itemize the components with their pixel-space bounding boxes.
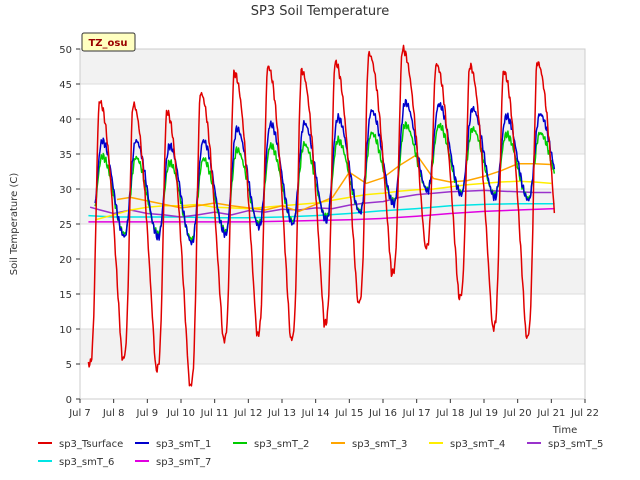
plot-band (80, 329, 585, 364)
x-tick-label: Jul 9 (136, 408, 159, 419)
x-tick-label: Jul 13 (267, 408, 296, 419)
y-tick-label: 50 (59, 45, 72, 56)
legend-label: sp3_smT_5 (548, 439, 603, 450)
x-tick-label: Jul 15 (334, 408, 363, 419)
legend-label: sp3_smT_3 (352, 439, 407, 450)
legend-label: sp3_Tsurface (59, 439, 123, 450)
legend-label: sp3_smT_2 (254, 439, 309, 450)
y-tick-label: 35 (59, 150, 72, 161)
y-tick-label: 10 (59, 325, 72, 336)
x-tick-label: Jul 7 (68, 408, 91, 419)
x-tick-label: Jul 20 (503, 408, 532, 419)
x-tick-label: Jul 12 (233, 408, 262, 419)
series-line-sp3_Tsurface (87, 44, 556, 387)
legend-item-sp3_smT_3: sp3_smT_3 (331, 439, 407, 450)
x-tick-label: Jul 16 (368, 408, 397, 419)
legend-label: sp3_smT_6 (59, 457, 114, 468)
series-line-sp3_smT_5 (89, 189, 552, 218)
tz-badge-label: TZ_osu (88, 38, 127, 49)
x-tick-label: Jul 19 (469, 408, 498, 419)
x-tick-label: Jul 14 (301, 408, 330, 419)
series-layer (87, 44, 556, 387)
legend-item-sp3_smT_7: sp3_smT_7 (135, 457, 211, 468)
x-tick-label: Jul 18 (435, 408, 464, 419)
series-line-sp3_smT_7 (88, 207, 555, 223)
plot-band (80, 49, 585, 84)
tz-badge-box (81, 32, 136, 52)
y-tick-label: 45 (59, 80, 72, 91)
x-tick-label: Jul 17 (402, 408, 431, 419)
x-tick-label: Jul 8 (102, 408, 125, 419)
y-tick-label: 30 (59, 185, 72, 196)
x-tick-label: Jul 10 (166, 408, 195, 419)
x-axis-label: Time (552, 425, 577, 436)
x-axis-ticks: Jul 7 Jul 8 Jul 9 Jul 10 Jul 11 Jul 12 Jul 13 J… (68, 399, 599, 419)
legend-label: sp3_smT_1 (156, 439, 211, 450)
y-tick-label: 25 (59, 220, 72, 231)
y-tick-label: 40 (59, 115, 72, 126)
y-axis-ticks: 0 5 10 15 20 25 30 35 40 45 50 (59, 45, 80, 406)
chart-title: SP3 Soil Temperature (251, 4, 389, 19)
y-tick-label: 5 (66, 360, 72, 371)
legend-label: sp3_smT_7 (156, 457, 211, 468)
x-tick-label: Jul 21 (536, 408, 565, 419)
series-line-sp3_smT_2 (94, 121, 556, 242)
legend: sp3_Tsurface sp3_smT_1 sp3_smT_2 sp3_smT_3 s… (38, 439, 603, 468)
legend-item-sp3_smT_5: sp3_smT_5 (527, 439, 603, 450)
y-tick-label: 0 (66, 395, 72, 406)
x-tick-label: Jul 11 (200, 408, 229, 419)
y-axis-label: Soil Temperature (C) (9, 173, 20, 276)
legend-label: sp3_smT_4 (450, 439, 505, 450)
y-tick-label: 15 (59, 290, 72, 301)
legend-item-sp3_smT_2: sp3_smT_2 (233, 439, 309, 450)
legend-item-sp3_smT_6: sp3_smT_6 (38, 457, 114, 468)
legend-item-sp3_smT_4: sp3_smT_4 (429, 439, 505, 450)
tz-badge: TZ_osu (81, 32, 136, 52)
series-line-sp3_smT_1 (94, 98, 556, 246)
legend-item-sp3_smT_1: sp3_smT_1 (135, 439, 211, 450)
x-tick-label: Jul 22 (570, 408, 599, 419)
series-line-sp3_smT_3 (116, 153, 552, 213)
plot-band (80, 259, 585, 294)
legend-item-sp3_Tsurface: sp3_Tsurface (38, 439, 123, 450)
series-line-sp3_smT_6 (88, 202, 555, 219)
y-tick-label: 20 (59, 255, 72, 266)
